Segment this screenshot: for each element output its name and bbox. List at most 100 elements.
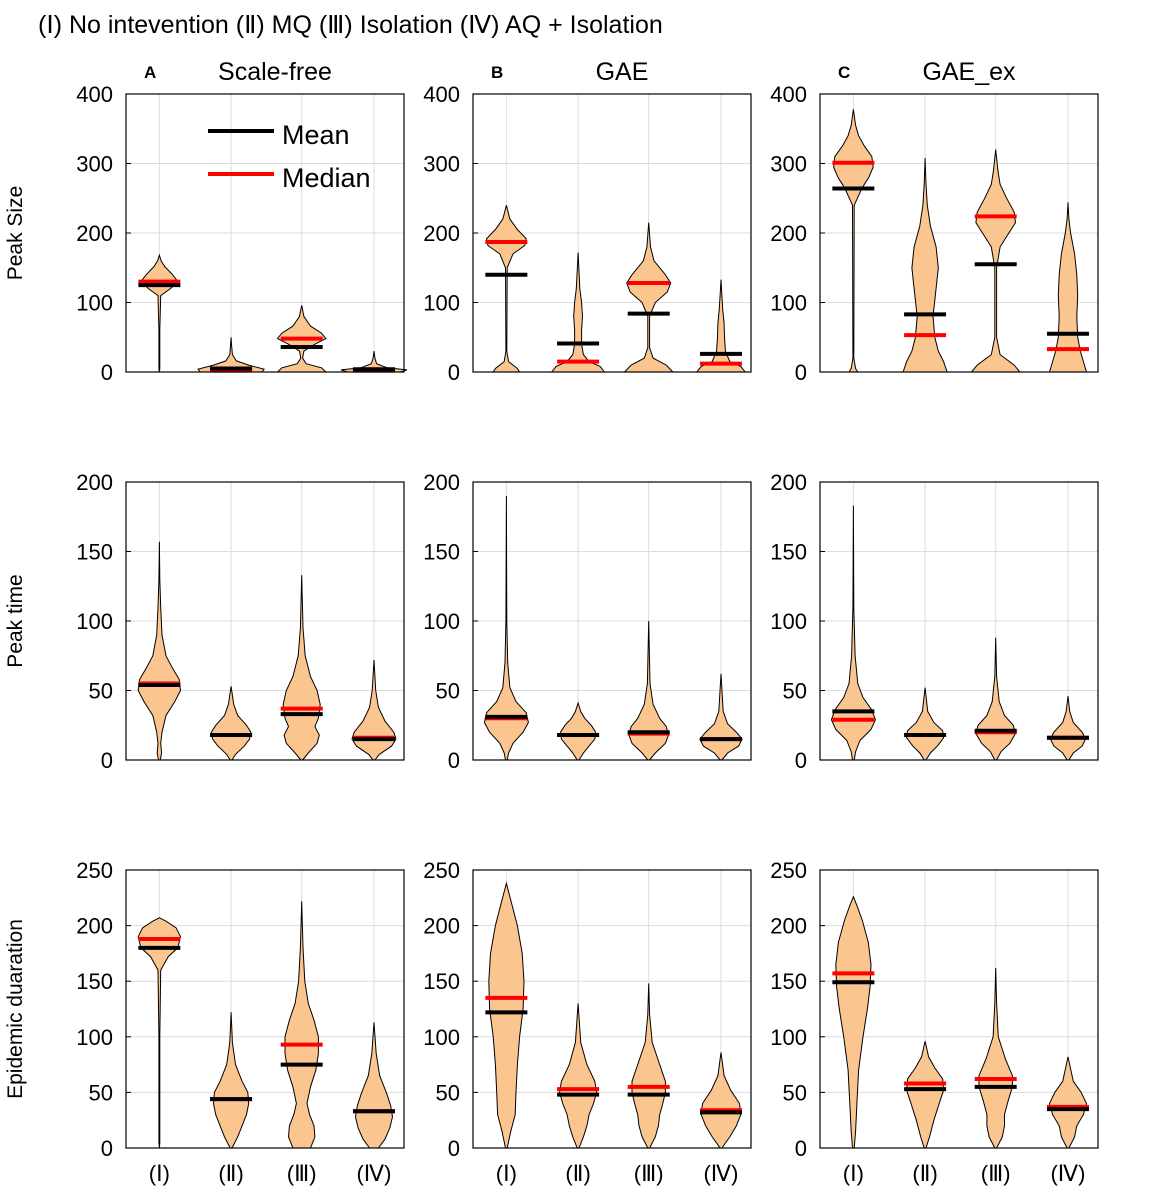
violin	[1048, 202, 1088, 373]
y-tick-label: 300	[770, 152, 807, 177]
panel-letter: A	[144, 63, 156, 82]
y-tick-label: 200	[76, 221, 113, 246]
y-tick-label: 100	[770, 291, 807, 316]
y-tick-label: 50	[436, 679, 460, 704]
y-tick-label: 400	[770, 82, 807, 107]
y-tick-label: 0	[795, 360, 807, 385]
violin	[559, 701, 597, 761]
y-tick-label: 100	[423, 291, 460, 316]
violin	[483, 495, 529, 761]
y-tick-label: 100	[76, 609, 113, 634]
y-tick-label: 0	[448, 748, 460, 773]
violin	[351, 659, 397, 761]
legend-mean-label: Mean	[282, 120, 350, 150]
violin	[550, 252, 606, 373]
y-tick-label: 150	[423, 540, 460, 565]
y-tick-label: 300	[423, 152, 460, 177]
violin	[559, 1003, 598, 1149]
violin	[137, 541, 182, 761]
violin	[488, 881, 525, 1149]
x-tick-label: (Ⅳ)	[703, 1161, 738, 1186]
violin	[906, 1041, 945, 1149]
x-tick-label: (Ⅲ)	[634, 1161, 664, 1186]
panel-title: GAE	[596, 58, 649, 86]
y-tick-label: 200	[423, 470, 460, 495]
x-tick-label: (Ⅲ)	[287, 1161, 317, 1186]
violin	[212, 1012, 250, 1149]
y-tick-label: 200	[770, 470, 807, 495]
y-tick-label: 150	[770, 540, 807, 565]
y-tick-label: 100	[770, 609, 807, 634]
violin	[137, 917, 182, 1149]
y-tick-label: 200	[76, 914, 113, 939]
y-tick-label: 200	[770, 221, 807, 246]
violin	[284, 901, 319, 1149]
violin	[486, 205, 527, 373]
violin	[623, 222, 675, 373]
y-tick-label: 100	[423, 609, 460, 634]
violin	[197, 337, 265, 373]
violin	[628, 620, 670, 761]
figure-title: (Ⅰ) No intevention (Ⅱ) MQ (Ⅲ) Isolation …	[38, 11, 663, 39]
y-axis-label: Peak time	[4, 574, 27, 667]
violin	[210, 686, 252, 761]
y-tick-label: 50	[89, 1080, 113, 1105]
panel-letter: B	[491, 63, 503, 82]
y-tick-label: 250	[423, 858, 460, 883]
panel-title: GAE_ex	[922, 58, 1016, 86]
y-tick-label: 150	[76, 969, 113, 994]
x-tick-label: (Ⅱ)	[565, 1161, 590, 1186]
y-tick-label: 0	[795, 748, 807, 773]
y-tick-label: 0	[101, 1136, 113, 1161]
panel-title: Scale-free	[218, 58, 332, 86]
plot-frame	[819, 869, 1099, 1149]
x-tick-label: (Ⅰ)	[496, 1161, 517, 1186]
violin	[978, 967, 1013, 1149]
violin	[902, 157, 948, 373]
y-tick-label: 100	[770, 1025, 807, 1050]
y-tick-label: 0	[795, 1136, 807, 1161]
y-tick-label: 150	[76, 540, 113, 565]
violin	[1049, 696, 1087, 761]
y-tick-label: 50	[89, 679, 113, 704]
violin	[833, 109, 874, 373]
y-tick-label: 250	[770, 858, 807, 883]
y-tick-label: 150	[770, 969, 807, 994]
x-tick-label: (Ⅰ)	[149, 1161, 170, 1186]
plot-frame	[472, 869, 752, 1149]
y-tick-label: 300	[76, 152, 113, 177]
y-tick-label: 50	[436, 1080, 460, 1105]
panel-letter: C	[838, 63, 850, 82]
x-tick-label: (Ⅰ)	[843, 1161, 864, 1186]
y-axis-label: Peak Size	[4, 186, 27, 281]
legend-median-label: Median	[282, 163, 371, 193]
y-tick-label: 200	[423, 221, 460, 246]
x-tick-label: (Ⅲ)	[981, 1161, 1011, 1186]
y-tick-label: 0	[101, 360, 113, 385]
y-tick-label: 400	[423, 82, 460, 107]
violin	[830, 505, 876, 761]
y-tick-label: 200	[423, 914, 460, 939]
x-tick-label: (Ⅱ)	[218, 1161, 243, 1186]
y-axis-label: Epidemic duaration	[4, 919, 27, 1099]
y-tick-label: 0	[101, 748, 113, 773]
violin	[700, 1052, 742, 1149]
plot-area	[126, 870, 404, 1148]
y-tick-label: 0	[448, 1136, 460, 1161]
y-tick-label: 200	[770, 914, 807, 939]
violin	[631, 983, 666, 1149]
y-tick-label: 150	[423, 969, 460, 994]
y-tick-label: 250	[76, 858, 113, 883]
violin	[1048, 1056, 1088, 1149]
y-tick-label: 100	[76, 1025, 113, 1050]
violin	[835, 895, 872, 1149]
y-tick-label: 100	[76, 291, 113, 316]
y-tick-label: 50	[783, 679, 807, 704]
y-tick-label: 400	[76, 82, 113, 107]
panel-grid: Peak Size Peak time Epidemic duaration A Sca…	[4, 58, 1099, 1186]
x-tick-label: (Ⅳ)	[356, 1161, 391, 1186]
y-tick-label: 200	[76, 470, 113, 495]
x-tick-label: (Ⅱ)	[912, 1161, 937, 1186]
y-tick-label: 100	[423, 1025, 460, 1050]
